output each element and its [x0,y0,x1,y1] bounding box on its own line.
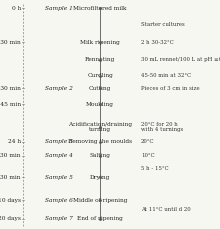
Text: 0 h: 0 h [11,5,21,11]
Text: Milk ripening: Milk ripening [80,40,120,45]
Text: Cutting: Cutting [89,86,111,91]
Text: 2 h 30 min: 2 h 30 min [0,40,21,45]
Text: Sample 1: Sample 1 [46,5,73,11]
Text: 5 h 30 min: 5 h 30 min [0,86,21,91]
Text: At 11°C until d 20: At 11°C until d 20 [141,207,191,212]
Text: Drying: Drying [90,175,110,180]
Text: Sample 4: Sample 4 [46,153,73,158]
Text: Sample 2: Sample 2 [46,86,73,91]
Text: 20°C: 20°C [141,139,154,144]
Text: 5 h 45 min: 5 h 45 min [0,102,21,107]
Text: Sample 7: Sample 7 [46,216,73,221]
Text: 24 h: 24 h [8,139,21,144]
Text: Sample 3: Sample 3 [46,139,73,144]
Text: Sample 5: Sample 5 [46,175,73,180]
Text: 45-50 min at 32°C: 45-50 min at 32°C [141,73,191,78]
Text: 24 h 30 min: 24 h 30 min [0,153,21,158]
Text: End of ripening: End of ripening [77,216,123,221]
Text: 10°C: 10°C [141,153,154,158]
Text: Curdling: Curdling [87,73,113,78]
Text: Sample 6: Sample 6 [46,198,73,203]
Text: Renneting: Renneting [85,57,115,62]
Text: Middle of ripening: Middle of ripening [73,198,127,203]
Text: 10 days: 10 days [0,198,21,203]
Text: 2 h 30-32°C: 2 h 30-32°C [141,40,174,45]
Text: 20 days: 20 days [0,216,21,221]
Text: 30 mL rennet/100 L at pH ≥6.30: 30 mL rennet/100 L at pH ≥6.30 [141,57,220,62]
Text: Moulding: Moulding [86,102,114,107]
Text: 20°C for 20 h
with 4 turnings: 20°C for 20 h with 4 turnings [141,122,183,133]
Text: Removing the moulds: Removing the moulds [68,139,132,144]
Text: Acidification/draining
turning: Acidification/draining turning [68,122,132,133]
Text: 5 h - 15°C: 5 h - 15°C [141,166,169,171]
Text: Salting: Salting [90,153,110,158]
Text: Pieces of 3 cm in size: Pieces of 3 cm in size [141,86,199,91]
Text: Microfiltered milk: Microfiltered milk [73,5,127,11]
Text: Starter cultures: Starter cultures [141,22,185,27]
Text: 29 h 30 min: 29 h 30 min [0,175,21,180]
